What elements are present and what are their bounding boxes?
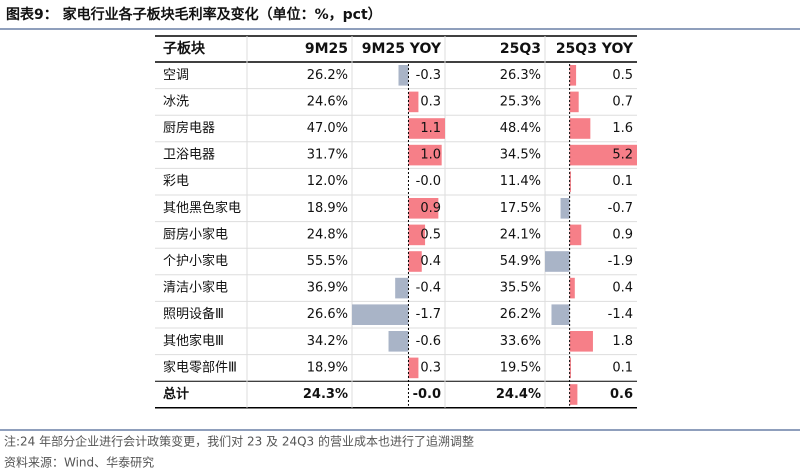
column-header: 9M25 YOY — [362, 41, 442, 57]
row-label: 空调 — [163, 68, 189, 83]
cell-value: 0.1 — [612, 174, 633, 189]
cell-value: 0.9 — [420, 201, 441, 216]
data-bar — [569, 331, 593, 352]
cell-value: -1.7 — [416, 307, 441, 322]
cell-value: 33.6% — [500, 334, 541, 349]
cell-value: 1.6 — [612, 121, 633, 136]
cell-value: 0.3 — [420, 360, 441, 375]
cell-value: 5.2 — [612, 148, 633, 163]
data-bar — [569, 65, 577, 86]
data-bar — [569, 357, 571, 379]
cell-value: 0.3 — [420, 94, 441, 109]
cell-value: 0.4 — [612, 281, 633, 296]
cell-value: 48.4% — [500, 121, 541, 136]
data-bar — [408, 118, 445, 139]
data-bar — [408, 357, 419, 379]
cell-value: 25.3% — [500, 94, 541, 109]
row-label: 个护小家电 — [163, 253, 228, 269]
cell-value: 36.9% — [307, 281, 348, 296]
data-bar — [569, 91, 579, 113]
source: 资料来源：Wind、华泰研究 — [4, 455, 154, 470]
row-label: 彩电 — [163, 174, 189, 189]
column-header: 子板块 — [163, 40, 206, 57]
data-bar — [569, 277, 575, 299]
column-header: 25Q3 YOY — [556, 41, 634, 57]
cell-value: 0.6 — [610, 387, 633, 402]
cell-value: 0.1 — [612, 360, 633, 375]
cell-value: 24.4% — [496, 387, 541, 402]
cell-value: 31.7% — [307, 148, 348, 163]
data-bar — [569, 384, 578, 405]
cell-value: 26.3% — [500, 68, 541, 83]
data-bar — [352, 304, 409, 325]
cell-value: 0.7 — [612, 94, 633, 109]
row-label: 照明设备Ⅲ — [163, 306, 224, 322]
data-bar — [545, 251, 570, 272]
cell-value: 24.8% — [307, 227, 348, 242]
cell-value: -0.4 — [416, 281, 441, 296]
cell-value: -0.0 — [416, 174, 441, 189]
cell-value: 24.3% — [303, 387, 348, 402]
row-label: 总计 — [163, 386, 189, 402]
row-label: 其他黑色家电 — [163, 200, 241, 216]
data-bar — [408, 91, 419, 113]
row-label: 厨房小家电 — [163, 226, 228, 242]
column-header: 9M25 — [305, 41, 348, 57]
cell-value: 24.6% — [307, 94, 348, 109]
cell-value: -0.0 — [413, 387, 441, 402]
cell-value: 26.2% — [500, 307, 541, 322]
data-bar — [569, 224, 582, 246]
data-bar — [408, 224, 426, 246]
cell-value: 1.1 — [420, 121, 441, 136]
data-bar — [408, 198, 439, 219]
cell-value: 18.9% — [307, 360, 348, 375]
row-label: 清洁小家电 — [163, 280, 228, 296]
cell-value: -0.3 — [416, 68, 441, 83]
cell-value: 54.9% — [500, 254, 541, 269]
row-label: 厨房电器 — [163, 120, 215, 136]
row-label: 其他家电Ⅲ — [163, 333, 224, 349]
row-label: 卫浴电器 — [163, 148, 215, 163]
note: 注:24 年部分企业进行会计政策变更，我们对 23 及 24Q3 的营业成本也进… — [4, 434, 474, 449]
cell-value: 26.6% — [307, 307, 348, 322]
cell-value: -1.9 — [608, 254, 633, 269]
cell-value: 1.0 — [420, 148, 441, 163]
column-header: 25Q3 — [500, 41, 541, 57]
row-label: 家电零部件Ⅲ — [163, 359, 237, 375]
data-bar — [569, 144, 637, 166]
data-bar — [408, 251, 422, 272]
cell-value: 26.2% — [307, 68, 348, 83]
cell-value: 0.5 — [420, 227, 441, 242]
cell-value: 17.5% — [500, 201, 541, 216]
cell-value: 0.5 — [612, 68, 633, 83]
data-bar — [569, 171, 571, 192]
cell-value: 1.8 — [612, 334, 633, 349]
cell-value: 24.1% — [500, 227, 541, 242]
cell-value: 34.2% — [307, 334, 348, 349]
cell-value: 19.5% — [500, 360, 541, 375]
cell-value: 35.5% — [500, 281, 541, 296]
figure-title: 图表9： 家电行业各子板块毛利率及变化（单位：%，pct） — [6, 6, 382, 23]
row-label: 冰洗 — [163, 94, 189, 109]
cell-value: 55.5% — [307, 254, 348, 269]
cell-value: -1.4 — [608, 307, 633, 322]
cell-value: -0.7 — [608, 201, 633, 216]
cell-value: -0.6 — [416, 334, 441, 349]
data-bar — [560, 198, 570, 219]
data-bar — [398, 65, 409, 86]
cell-value: 11.4% — [500, 174, 541, 189]
cell-value: 0.9 — [612, 227, 633, 242]
cell-value: 47.0% — [307, 121, 348, 136]
cell-value: 12.0% — [307, 174, 348, 189]
data-bar — [408, 144, 442, 166]
cell-value: 18.9% — [307, 201, 348, 216]
cell-value: 0.4 — [420, 254, 441, 269]
data-bar — [569, 118, 591, 139]
data-bar — [551, 304, 570, 325]
cell-value: 34.5% — [500, 148, 541, 163]
data-bar — [395, 277, 409, 299]
data-bar — [388, 331, 409, 352]
